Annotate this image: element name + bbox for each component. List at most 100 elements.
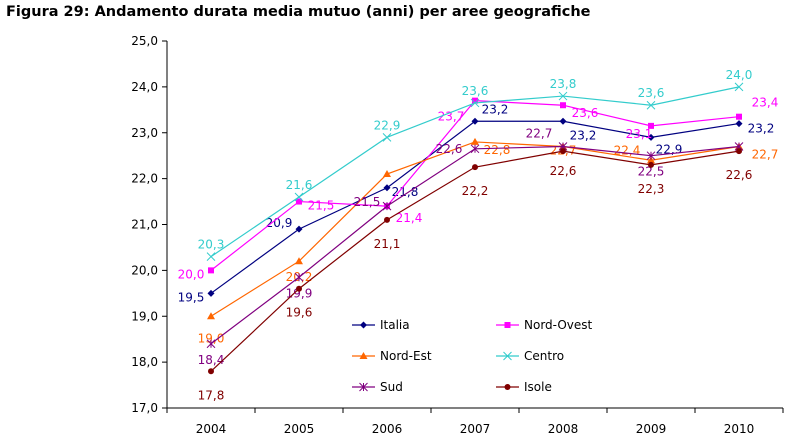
- y-tick-label: 18,0: [131, 355, 158, 369]
- data-label: 23,2: [482, 102, 509, 116]
- y-tick-label: 17,0: [131, 401, 158, 415]
- data-point: [296, 285, 302, 292]
- data-point: [648, 161, 654, 168]
- data-label: 22,9: [374, 118, 401, 132]
- data-label: 23,6: [572, 106, 599, 120]
- data-label: 20,9: [266, 216, 293, 230]
- data-point: [383, 170, 391, 178]
- data-point: [295, 225, 303, 233]
- data-point: [207, 289, 215, 297]
- legend-item: Nord-Ovest: [496, 318, 593, 332]
- legend-label: Nord-Ovest: [524, 318, 593, 332]
- legend-marker: [360, 321, 367, 329]
- data-point: [383, 184, 391, 192]
- data-label: 23,2: [570, 128, 597, 142]
- legend-label: Isole: [524, 380, 552, 394]
- data-point: [208, 267, 214, 274]
- data-point: [560, 102, 566, 109]
- data-label: 23,1: [626, 127, 653, 141]
- chart-title: Figura 29: Andamento durata media mutuo …: [6, 4, 591, 20]
- data-label: 19,0: [198, 331, 225, 345]
- data-label: 21,8: [392, 185, 419, 199]
- data-label: 22,7: [526, 127, 553, 141]
- data-label: 19,9: [286, 286, 313, 300]
- data-point: [647, 156, 655, 164]
- data-label: 21,6: [286, 178, 313, 192]
- x-tick-label: 2008: [548, 422, 579, 436]
- legend-item: Italia: [352, 318, 410, 332]
- data-label: 23,2: [748, 122, 775, 136]
- data-label: 22,6: [726, 168, 753, 182]
- data-point: [648, 122, 654, 129]
- legend-label: Sud: [380, 380, 403, 394]
- legend-marker: [503, 351, 512, 361]
- data-point: [646, 151, 656, 161]
- series-sud: 18,4 19,9 21,5 22,6 22,7 22,5: [198, 127, 744, 367]
- data-label: 19,6: [286, 306, 313, 320]
- data-label: 20,3: [198, 238, 225, 252]
- data-label: 19,5: [178, 290, 205, 304]
- series-isole: 17,8 19,6 21,1 22,2 22,6 22,3 22,6: [198, 148, 753, 402]
- data-label: 23,8: [550, 77, 577, 91]
- x-tick-label: 2009: [636, 422, 667, 436]
- legend-marker: [504, 384, 511, 390]
- data-point: [558, 91, 568, 101]
- data-label: 23,7: [438, 110, 465, 124]
- data-point: [472, 164, 478, 171]
- legend-marker: [359, 352, 368, 359]
- data-label: 18,4: [198, 353, 225, 367]
- data-point: [646, 100, 656, 110]
- legend: Italia Nord-Ovest Nord-Est Centro Sud Isole: [352, 318, 593, 394]
- data-label: 22,6: [550, 164, 577, 178]
- legend-item: Centro: [496, 349, 564, 363]
- legend-marker: [359, 382, 368, 392]
- data-label: 23,6: [462, 84, 489, 98]
- y-tick-label: 21,0: [131, 218, 158, 232]
- x-tick-label: 2004: [196, 422, 227, 436]
- data-label: 17,8: [198, 388, 225, 402]
- data-label: 22,7: [752, 148, 779, 162]
- x-tick-label: 2010: [724, 422, 755, 436]
- data-point: [294, 272, 304, 282]
- legend-label: Italia: [380, 318, 410, 332]
- data-point: [471, 137, 479, 145]
- y-tick-label: 19,0: [131, 309, 158, 323]
- data-label: 20,0: [178, 267, 205, 281]
- y-tick-label: 23,0: [131, 126, 158, 140]
- data-point: [560, 148, 566, 155]
- data-label: 21,5: [308, 199, 335, 213]
- data-point: [735, 120, 743, 128]
- data-point: [470, 144, 480, 154]
- series-centro: 20,3 21,6 22,9 23,6 23,8 23,6 24,0: [198, 68, 752, 261]
- data-point: [647, 133, 655, 141]
- data-point: [208, 368, 214, 375]
- x-tick-label: 2005: [284, 422, 315, 436]
- y-tick-label: 25,0: [131, 34, 158, 48]
- legend-item: Sud: [352, 380, 403, 394]
- data-point: [294, 192, 304, 202]
- data-point: [471, 117, 479, 125]
- data-point: [296, 198, 302, 205]
- legend-label: Nord-Est: [380, 349, 432, 363]
- data-label: 21,4: [396, 211, 423, 225]
- data-point: [382, 132, 392, 142]
- legend-label: Centro: [524, 349, 564, 363]
- data-point: [559, 117, 567, 125]
- data-label: 22,4: [614, 143, 641, 157]
- data-label: 21,1: [374, 237, 401, 251]
- legend-item: Isole: [496, 380, 552, 394]
- data-label: 22,3: [638, 182, 665, 196]
- data-point: [470, 98, 480, 108]
- data-label: 22,6: [436, 142, 463, 156]
- data-point: [736, 148, 742, 155]
- data-label: 23,4: [752, 96, 779, 110]
- data-label: 23,6: [638, 86, 665, 100]
- data-point: [472, 97, 478, 104]
- series-nord-ovest: 20,0 21,5 21,4 23,7 23,6 23,1 23,4: [178, 96, 779, 282]
- data-label: 22,5: [638, 165, 665, 179]
- y-tick-label: 20,0: [131, 263, 158, 277]
- data-point: [384, 216, 390, 223]
- data-point: [734, 82, 744, 92]
- data-label: 22,2: [462, 184, 489, 198]
